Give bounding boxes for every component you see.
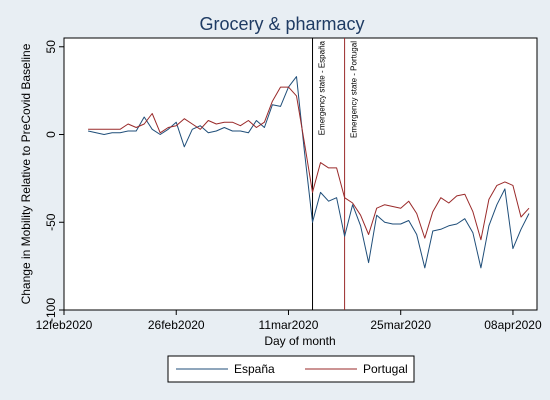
y-axis: 50 0 -50 -100 (44, 40, 64, 322)
legend: España Portugal (167, 355, 415, 383)
annotation-label-0: Emergency state - España (318, 40, 327, 135)
y-axis-label: Change in Mobility Relative to PreCovid … (19, 43, 33, 304)
y-tick-label: -50 (44, 213, 58, 231)
chart-title: Grocery & pharmacy (199, 14, 364, 34)
series-line-españa (87, 76, 530, 269)
y-tick-label: -100 (44, 298, 58, 322)
series-line-portugal (88, 86, 530, 241)
y-tick-label: 0 (44, 131, 58, 138)
annotations: Emergency state - España Emergency state … (312, 38, 359, 310)
x-tick-label: 26feb2020 (148, 318, 205, 332)
plot-background (63, 37, 538, 311)
x-axis: 12feb2020 26feb2020 11mar2020 25mar2020 08ap… (36, 310, 542, 332)
x-tick-label: 11mar2020 (259, 318, 319, 332)
y-tick-label: 50 (44, 40, 58, 54)
x-axis-label: Day of month (264, 334, 335, 348)
legend-label-portugal: Portugal (363, 362, 408, 376)
legend-label-espana: España (234, 362, 275, 376)
x-tick-label: 12feb2020 (36, 318, 93, 332)
x-tick-label: 25mar2020 (370, 318, 431, 332)
x-tick-label: 08apr2020 (484, 318, 542, 332)
annotation-label-1: Emergency state - Portugal (350, 41, 359, 138)
series-lines (87, 76, 530, 269)
